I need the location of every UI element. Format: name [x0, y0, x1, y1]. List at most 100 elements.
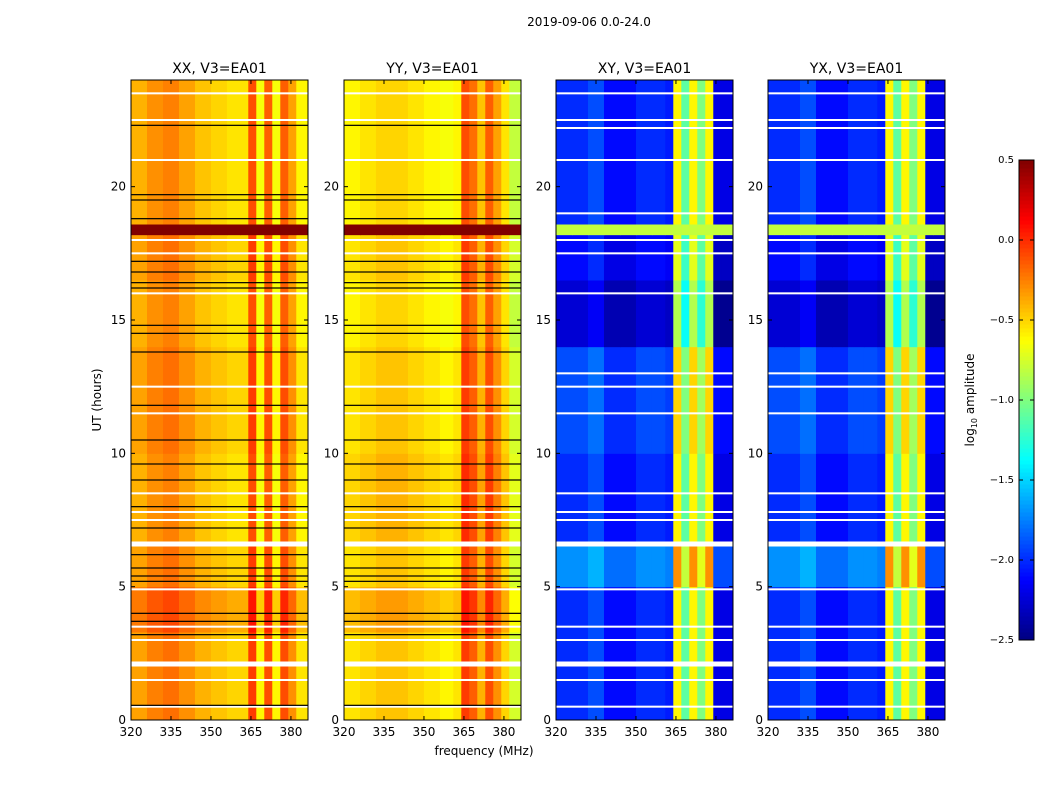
flagged-row-white	[768, 705, 945, 708]
heatmap-cell	[681, 544, 690, 588]
colorbar-segment	[1019, 452, 1034, 457]
heatmap-cell	[162, 586, 180, 633]
x-tick-label: 350	[837, 725, 860, 739]
axes-frame	[343, 79, 522, 721]
flagged-row-white	[131, 119, 308, 121]
heatmap-cell	[264, 453, 273, 545]
flagged-row-black	[131, 704, 308, 706]
heatmap-cell	[651, 586, 666, 633]
heatmap-cell	[705, 453, 714, 545]
x-tick-label: 335	[797, 725, 820, 739]
heatmap-cell	[571, 80, 589, 225]
heatmap-cell	[705, 234, 714, 281]
y-tick-label: 10	[536, 446, 551, 460]
heatmap-cell	[571, 586, 589, 633]
heatmap-cell	[917, 632, 926, 721]
heatmap-cell	[909, 346, 918, 454]
heatmap-cell	[651, 632, 666, 721]
flagged-row-black	[131, 580, 308, 582]
flagged-row-white	[556, 239, 733, 241]
heatmap-cell	[375, 544, 393, 588]
heatmap-cell	[721, 586, 734, 633]
heatmap-cell	[131, 632, 148, 721]
flagged-row-black	[344, 567, 521, 569]
colorbar-segment	[1019, 416, 1034, 421]
heatmap-cell	[375, 234, 393, 281]
heatmap-cell	[453, 346, 462, 454]
colorbar-segment	[1019, 528, 1034, 533]
flagged-row-black	[344, 199, 521, 201]
colorbar-tick-label: −1.0	[990, 395, 1014, 406]
flagged-row-white	[344, 412, 521, 415]
heatmap-cell	[359, 586, 377, 633]
heatmap-cell	[619, 224, 637, 236]
colorbar-segment	[1019, 572, 1034, 577]
heatmap-cell	[681, 234, 690, 281]
heatmap-cell	[453, 453, 462, 545]
heatmap-cell	[713, 280, 722, 348]
flagged-row-black	[344, 634, 521, 636]
heatmap-cell	[705, 632, 714, 721]
heatmap-cell	[375, 453, 393, 545]
heatmap-cell	[831, 632, 849, 721]
colorbar-segment	[1019, 548, 1034, 553]
heatmap-cell	[146, 544, 164, 588]
heatmap-cell	[485, 224, 494, 236]
heatmap-cell	[847, 632, 865, 721]
heatmap-cell	[651, 224, 666, 236]
heatmap-cell	[909, 280, 918, 348]
heatmap-cell	[256, 224, 265, 236]
y-tick-label: 20	[536, 180, 551, 194]
heatmap-cell	[893, 453, 902, 545]
heatmap-cell	[783, 544, 801, 588]
heatmap-cell	[162, 544, 180, 588]
colorbar-segment	[1019, 552, 1034, 557]
colorbar-segment	[1019, 440, 1034, 445]
heatmap-cell	[713, 453, 722, 545]
axes-frame	[555, 79, 734, 721]
heatmap-cell	[407, 453, 425, 545]
y-tick-label: 5	[543, 580, 551, 594]
heatmap-cell	[407, 632, 425, 721]
heatmap-cell	[146, 80, 164, 225]
heatmap-cell	[619, 280, 637, 348]
flagged-row-black	[344, 404, 521, 406]
flagged-row-white	[344, 679, 521, 681]
heatmap-cell	[485, 453, 494, 545]
flagged-row-black	[131, 554, 308, 556]
flagged-row-white	[344, 492, 521, 495]
heatmap-cell	[885, 280, 894, 348]
flagged-row-white	[768, 159, 945, 161]
heatmap-cell	[673, 234, 682, 281]
colorbar-segment	[1019, 420, 1034, 425]
flagged-row-black	[131, 271, 308, 273]
y-axis-label: UT (hours)	[90, 368, 104, 431]
heatmap-cell	[697, 544, 706, 588]
heatmap-cell	[509, 544, 522, 588]
colorbar-segment	[1019, 272, 1034, 277]
heatmap-cell	[651, 80, 666, 225]
heatmap-cell	[296, 234, 309, 281]
heatmap-cell	[391, 544, 409, 588]
heatmap-cell	[713, 586, 722, 633]
heatmap-cell	[391, 234, 409, 281]
heatmap-cell	[509, 586, 522, 633]
heatmap-cell	[619, 453, 637, 545]
flagged-row-black	[131, 567, 308, 569]
heatmap-cell	[509, 280, 522, 348]
heatmap-cell	[705, 224, 714, 236]
heatmap-cell	[877, 280, 886, 348]
colorbar-segment	[1019, 588, 1034, 593]
x-axis-label: frequency (MHz)	[434, 744, 533, 758]
colorbar-segment	[1019, 316, 1034, 321]
colorbar-segment	[1019, 544, 1034, 549]
colorbar-segment	[1019, 340, 1034, 345]
colorbar-segment	[1019, 492, 1034, 497]
heatmap-cell	[256, 280, 265, 348]
colorbar-tick-label: −1.5	[990, 475, 1014, 486]
colorbar-segment	[1019, 608, 1034, 613]
heatmap-cell	[665, 346, 674, 454]
heatmap-cell	[178, 544, 196, 588]
heatmap-cell	[453, 632, 462, 721]
heatmap-cell	[226, 234, 241, 281]
